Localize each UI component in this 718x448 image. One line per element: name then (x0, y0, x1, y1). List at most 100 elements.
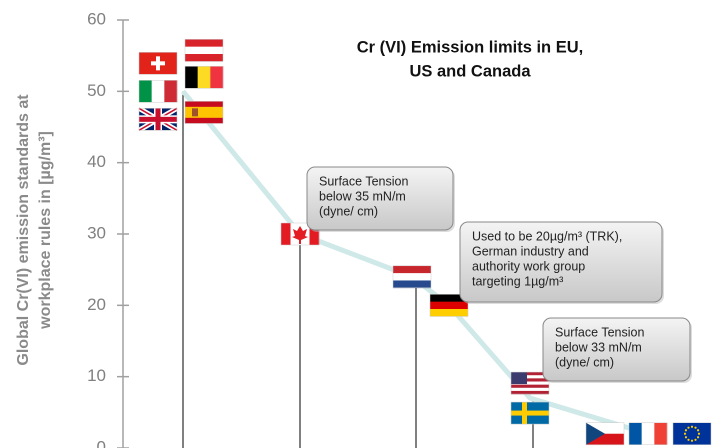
callout-text: targeting 1µg/m³ (472, 274, 563, 288)
chart-title: US and Canada (409, 62, 531, 80)
flag-border (138, 52, 178, 75)
callout-box (306, 166, 454, 231)
flag (138, 52, 178, 75)
flag-part (430, 309, 468, 317)
flag (628, 422, 668, 445)
flag (510, 371, 550, 395)
flag-border (184, 101, 224, 124)
flag-part (155, 108, 161, 131)
flag (280, 222, 320, 246)
flag-group (392, 265, 432, 289)
flag-part (511, 390, 549, 395)
flag-part (185, 39, 223, 47)
flag-part (687, 426, 690, 429)
flag-group (137, 39, 224, 133)
flag-border (280, 222, 320, 246)
chart-title: Cr (VI) Emission limits in EU, (357, 38, 583, 56)
flag (510, 401, 550, 425)
flag-part (629, 422, 642, 445)
flag (672, 422, 712, 445)
flag-part (185, 106, 223, 113)
flag-part (309, 223, 320, 245)
flag-border (184, 39, 224, 62)
callout-text: (dyne/ cm) (319, 204, 378, 218)
flag-part (683, 432, 687, 435)
y-tick-label: 60 (87, 9, 106, 28)
callout-text: below 35 mN/m (319, 189, 406, 203)
flag-border (510, 401, 550, 425)
flag-group (585, 422, 712, 446)
y-axis-label: Global Cr(VI) emission standards at (15, 94, 32, 366)
flag-group (429, 294, 469, 317)
flag-border (138, 108, 178, 131)
callout-text: Surface Tension (555, 325, 644, 339)
flag-border (510, 371, 550, 395)
y-tick-label: 40 (87, 152, 106, 171)
callout-text: below 33 mN/m (555, 340, 642, 354)
flag-part (430, 301, 468, 310)
flag-part (197, 66, 211, 89)
flag-part (430, 294, 468, 302)
flag-part (522, 402, 527, 425)
flag-part (673, 422, 711, 445)
flag-part (511, 378, 549, 382)
flag (429, 294, 469, 317)
flag-part (511, 372, 549, 376)
flag-border (585, 422, 625, 445)
flag-part (185, 117, 223, 124)
y-tick-label: 30 (87, 223, 106, 242)
flag-border (672, 422, 712, 445)
flag-part (586, 433, 624, 446)
flag-part (511, 384, 549, 389)
flag-part (696, 429, 700, 432)
flag-part (393, 265, 431, 274)
flag-part (511, 375, 549, 379)
flag-part (192, 108, 198, 117)
flag-part (210, 66, 224, 89)
flag-part (393, 280, 431, 289)
y-tick-label: 50 (87, 81, 106, 100)
flag-part (697, 432, 701, 435)
flag-part (185, 112, 223, 119)
callout-text: (dyne/ cm) (555, 355, 614, 369)
flag-border (392, 265, 432, 289)
flag-part (684, 429, 688, 432)
flag-part (690, 425, 694, 428)
flag-part (654, 422, 668, 445)
y-tick-label: 20 (87, 295, 106, 314)
flag-part (156, 56, 160, 71)
flag-part (185, 66, 198, 89)
callout-box (459, 221, 663, 303)
flag-part (694, 438, 697, 441)
flag-part (393, 273, 431, 281)
flag-part (185, 46, 223, 55)
flag (184, 39, 224, 62)
flag (184, 101, 224, 124)
flag (184, 66, 224, 89)
callout-text: authority work group (472, 259, 585, 273)
flag-part (164, 80, 178, 103)
flag (137, 106, 179, 133)
flag-border (429, 294, 469, 317)
callout-text: German industry and (472, 244, 589, 258)
y-axis-label: workplace rules in [µg/m³] (37, 131, 54, 330)
flag-part (690, 439, 694, 442)
flag-part (139, 80, 152, 103)
y-tick-label: 0 (97, 437, 106, 448)
flag-part (586, 422, 624, 435)
flag-border (184, 66, 224, 89)
flag-part (696, 436, 700, 439)
flag-part (511, 372, 527, 385)
flag (392, 265, 432, 289)
flag-part (511, 410, 549, 416)
flag (585, 422, 625, 446)
flag-group (510, 371, 550, 425)
flag-part (586, 422, 605, 445)
flag-border (138, 80, 178, 103)
flag-part (292, 226, 308, 244)
flag-part (185, 101, 223, 108)
flag-part (185, 54, 223, 62)
callout-text: Surface Tension (319, 174, 408, 188)
flag-group (280, 222, 320, 246)
